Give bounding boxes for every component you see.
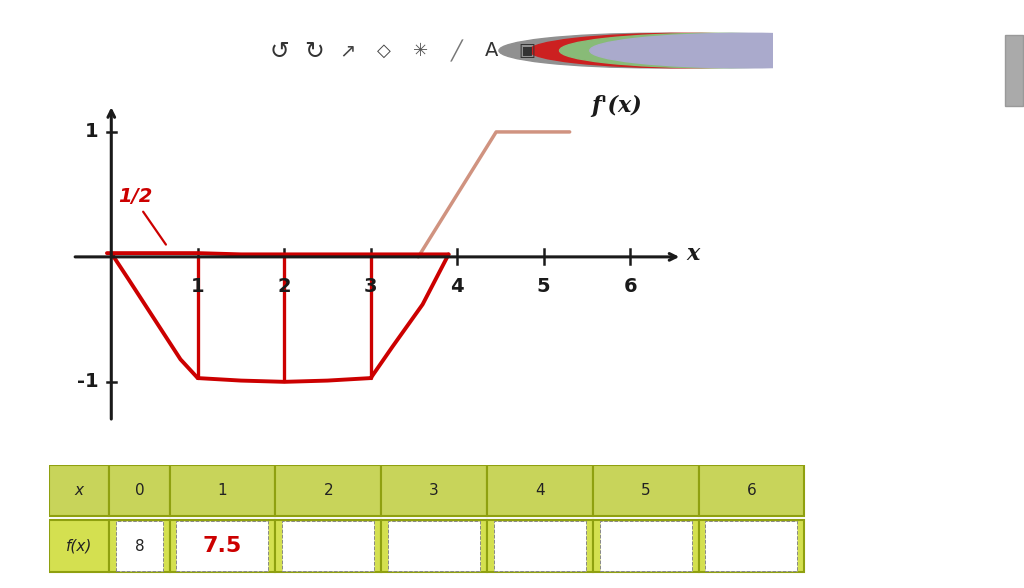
Bar (593, 465, 698, 516)
Bar (494, 522, 586, 571)
Circle shape (529, 34, 843, 68)
Text: 4: 4 (451, 277, 464, 296)
Bar (49, 520, 110, 572)
Text: 0: 0 (135, 483, 144, 497)
Text: 4: 4 (536, 483, 545, 497)
Bar (487, 520, 593, 572)
Text: 1: 1 (85, 122, 98, 142)
Bar (176, 522, 268, 571)
Text: 1: 1 (190, 277, 205, 296)
Text: f'(x): f'(x) (591, 95, 642, 117)
Bar (170, 465, 275, 516)
Text: 5: 5 (537, 277, 551, 296)
Bar (487, 465, 593, 516)
Text: ↺: ↺ (269, 39, 290, 62)
Text: f(x): f(x) (67, 539, 92, 553)
Text: 1: 1 (218, 483, 227, 497)
Bar (110, 465, 170, 516)
Text: x: x (75, 483, 84, 497)
Text: A: A (484, 41, 498, 60)
Text: ╱: ╱ (452, 39, 463, 62)
Text: 3: 3 (364, 277, 378, 296)
Text: 2: 2 (278, 277, 291, 296)
Text: 7.5: 7.5 (203, 536, 242, 556)
Text: 8: 8 (135, 539, 144, 553)
Bar (600, 522, 691, 571)
Bar (381, 465, 487, 516)
Bar (698, 465, 805, 516)
Bar (275, 520, 381, 572)
Bar (170, 520, 275, 572)
Bar (706, 522, 798, 571)
FancyBboxPatch shape (1005, 35, 1023, 106)
Text: 1/2: 1/2 (119, 188, 153, 206)
Text: ◇: ◇ (377, 42, 391, 59)
Bar (283, 522, 375, 571)
Circle shape (559, 34, 872, 68)
Text: ▣: ▣ (518, 42, 536, 59)
Text: 6: 6 (746, 483, 757, 497)
Text: -1: -1 (77, 372, 98, 392)
Text: ↗: ↗ (339, 41, 355, 60)
Bar (110, 520, 170, 572)
Text: 3: 3 (429, 483, 439, 497)
Bar (388, 522, 480, 571)
Text: 5: 5 (641, 483, 650, 497)
Text: x: x (686, 243, 699, 265)
Bar (593, 520, 698, 572)
Bar (698, 520, 805, 572)
Text: ↻: ↻ (304, 39, 324, 62)
Circle shape (499, 34, 812, 68)
Bar (49, 465, 110, 516)
Bar (117, 522, 163, 571)
Text: ✳: ✳ (413, 42, 428, 59)
Bar (381, 520, 487, 572)
Circle shape (590, 34, 903, 68)
Bar (275, 465, 381, 516)
Text: 2: 2 (324, 483, 333, 497)
Text: 6: 6 (624, 277, 637, 296)
